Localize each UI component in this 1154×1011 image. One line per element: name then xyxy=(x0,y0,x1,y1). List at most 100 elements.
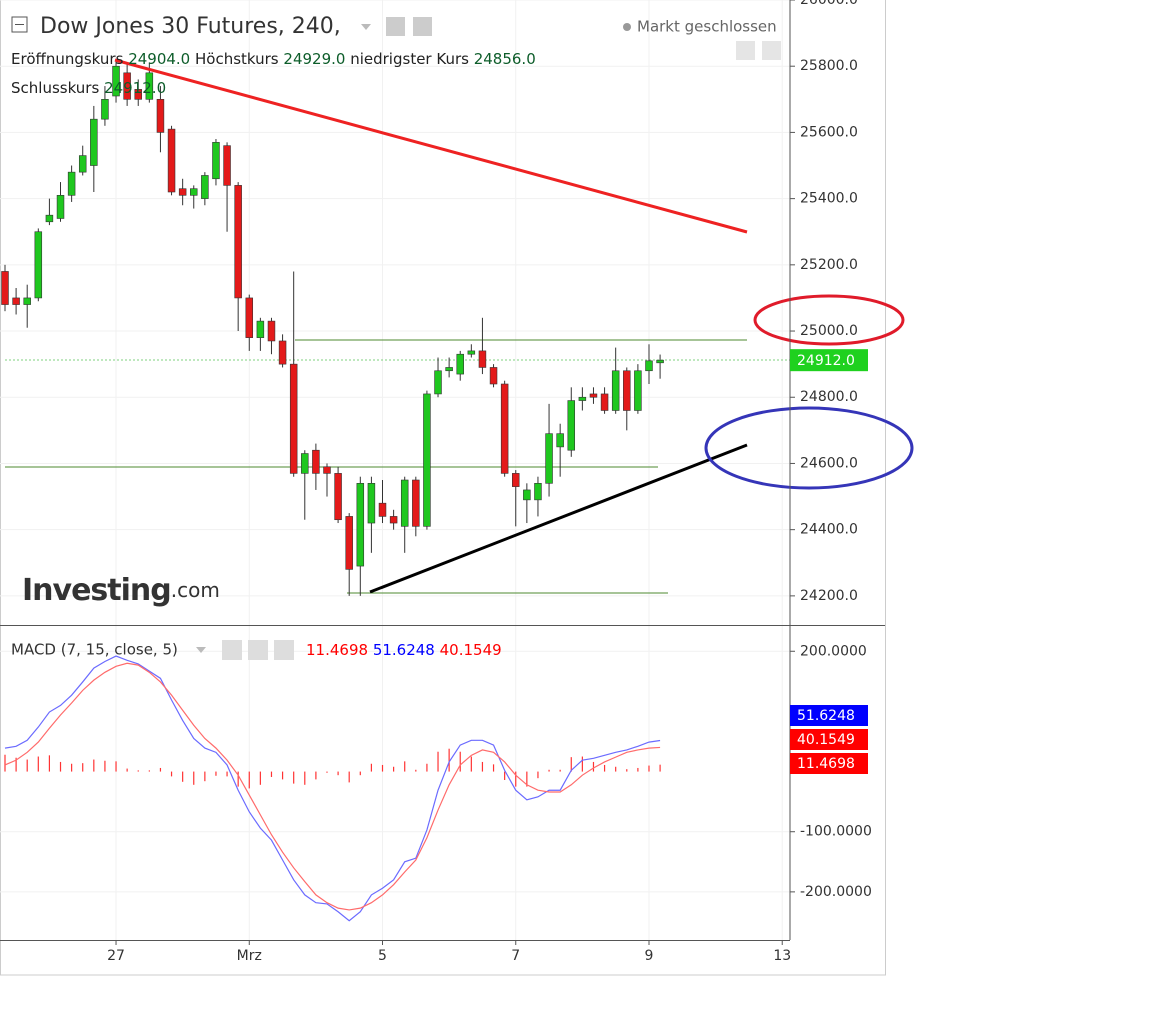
candle-body xyxy=(556,433,564,448)
ohlc-value: 24856.0 xyxy=(474,50,536,68)
candle-body xyxy=(12,297,20,305)
candle-body xyxy=(201,175,209,199)
macd-title: MACD (7, 15, close, 5) xyxy=(11,641,178,659)
candle-body xyxy=(389,516,398,524)
ohlc-value: 24929.0 xyxy=(283,50,345,68)
macd-value: 40.1549 xyxy=(440,641,502,659)
candle-body xyxy=(445,367,453,372)
close-icon[interactable] xyxy=(274,640,294,660)
ohlc-label: Schlusskurs xyxy=(11,79,99,97)
macd-value-box xyxy=(790,729,868,750)
candle-body xyxy=(400,479,409,527)
macd-value-label: 40.1549 xyxy=(797,732,855,748)
scroll-icon[interactable] xyxy=(762,41,781,60)
y-tick-label: 24400.0 xyxy=(800,522,858,538)
candle-body xyxy=(90,118,98,166)
candle-body xyxy=(645,360,653,372)
candle-body xyxy=(512,473,520,487)
dropdown-icon[interactable] xyxy=(361,24,371,30)
chart-frame xyxy=(0,0,886,976)
candle-body xyxy=(534,483,542,501)
macd-line xyxy=(4,662,661,911)
logo-text: Investing xyxy=(22,573,171,608)
ohlc-label: Eröffnungskurs xyxy=(11,50,124,68)
candle-body xyxy=(256,320,265,338)
candle-body xyxy=(134,89,142,100)
candle-body xyxy=(145,72,154,100)
candle-body xyxy=(34,231,43,299)
dropdown-icon[interactable] xyxy=(196,647,206,653)
candle-body xyxy=(345,516,353,570)
candle-body xyxy=(312,449,320,474)
candle-body xyxy=(1,271,9,305)
candle-body xyxy=(23,297,31,305)
y-tick-label: 25800.0 xyxy=(800,58,858,74)
logo: Investing.com xyxy=(22,573,220,608)
trend-line xyxy=(114,58,748,234)
candle-body xyxy=(489,367,498,385)
macd-value: 51.6248 xyxy=(373,641,435,659)
candle-body xyxy=(56,195,65,219)
x-tick-label: 9 xyxy=(645,948,654,964)
macd-value-label: 11.4698 xyxy=(797,756,855,772)
collapse-icon[interactable] xyxy=(11,16,28,33)
candle-body xyxy=(289,363,298,474)
candle-body xyxy=(545,433,553,484)
candle-body xyxy=(323,466,331,474)
macd-value: 11.4698 xyxy=(306,641,368,659)
y-tick-label: 200.0000 xyxy=(800,643,867,659)
settings-icon[interactable] xyxy=(248,640,268,660)
ohlc-value: 24904.0 xyxy=(128,50,190,68)
y-tick-label: 24800.0 xyxy=(800,389,858,405)
candle-body xyxy=(600,393,609,411)
status-dot xyxy=(623,23,631,31)
logo-suffix: .com xyxy=(171,578,220,602)
macd-value-box xyxy=(790,753,868,774)
scroll-icon[interactable] xyxy=(736,41,755,60)
candle-body xyxy=(212,142,220,180)
candle-body xyxy=(356,483,365,567)
y-tick-label: 25200.0 xyxy=(800,257,858,273)
y-tick-label: -200.0000 xyxy=(800,884,872,900)
macd-values: 11.4698 51.6248 40.1549 xyxy=(306,641,502,659)
candle-body xyxy=(101,99,109,120)
instrument-title: Dow Jones 30 Futures, 240, xyxy=(40,14,341,39)
candle-body xyxy=(245,297,254,338)
candle-body xyxy=(112,65,120,97)
y-tick-label: 25000.0 xyxy=(800,323,858,339)
candle-body xyxy=(611,370,620,411)
candle-body xyxy=(423,393,431,527)
candle-body xyxy=(190,188,198,196)
candle-body xyxy=(578,396,587,401)
settings-icon[interactable] xyxy=(413,17,432,36)
x-tick-label: 7 xyxy=(511,948,520,964)
y-tick-label: 24600.0 xyxy=(800,455,858,471)
candle-body xyxy=(45,214,54,223)
eye-icon[interactable] xyxy=(386,17,405,36)
macd-value-label: 51.6248 xyxy=(797,708,855,724)
candle-body xyxy=(456,353,464,375)
candle-body xyxy=(223,145,231,186)
candle-body xyxy=(367,483,376,524)
candle-body xyxy=(123,72,131,100)
y-tick-label: -100.0000 xyxy=(800,824,872,840)
last-price-box xyxy=(790,349,868,372)
candle-body xyxy=(434,370,442,395)
y-tick-label: 26000.0 xyxy=(800,0,858,8)
x-tick-label: Mrz xyxy=(237,948,262,964)
eye-icon[interactable] xyxy=(222,640,242,660)
candle-body xyxy=(234,185,242,299)
candle-body xyxy=(500,383,509,474)
candle-body xyxy=(523,489,531,501)
annotation-ellipse xyxy=(753,294,905,346)
y-tick-label: 24200.0 xyxy=(800,588,858,604)
ohlc-value: 24912.0 xyxy=(104,79,166,97)
trend-line xyxy=(369,443,748,594)
candle-body xyxy=(301,453,309,474)
candle-body xyxy=(378,502,387,517)
candle-body xyxy=(156,99,165,133)
last-price-label: 24912.0 xyxy=(797,353,855,369)
